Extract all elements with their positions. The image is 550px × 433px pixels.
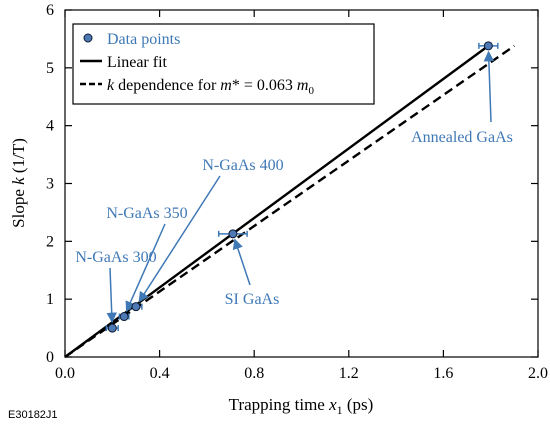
- annotation-label-n-gaas-400: N-GaAs 400: [202, 157, 283, 174]
- annotation-label-annealed-gaas: Annealed GaAs: [411, 129, 513, 146]
- x-tick-labels: 0.0 0.4 0.8 1.2 1.6 2.0: [55, 365, 548, 382]
- legend-box: [72, 23, 375, 105]
- annotation-arrow: [125, 223, 166, 312]
- x-tick-label: 1.2: [339, 365, 359, 382]
- y-tick-label: 1: [46, 291, 54, 308]
- annotations: N-GaAs 300 N-GaAs 350 N-GaAs 400 SI GaAs…: [75, 50, 513, 324]
- data-points: [105, 41, 499, 333]
- annotation-arrow: [483, 50, 495, 123]
- data-point: [131, 302, 141, 312]
- y-tick-label: 0: [46, 349, 54, 366]
- y-tick-label: 3: [46, 176, 54, 193]
- annotation-label-si-gaas: SI GaAs: [225, 291, 280, 308]
- legend: Data points Linear fit k dependence for …: [72, 23, 375, 105]
- annotation-label-n-gaas-350: N-GaAs 350: [106, 205, 187, 222]
- data-point: [107, 323, 117, 333]
- legend-label-k-dependence: k dependence for m* = 0.063 m0: [107, 77, 314, 97]
- x-tick-label: 2.0: [528, 365, 548, 382]
- annotation-arrow: [106, 267, 117, 324]
- x-tick-label: 0.4: [150, 365, 170, 382]
- y-tick-label: 2: [46, 233, 54, 250]
- data-point: [119, 312, 129, 322]
- legend-label-linear-fit: Linear fit: [107, 54, 168, 71]
- legend-label-data-points: Data points: [107, 31, 180, 48]
- x-tick-label: 1.6: [433, 365, 453, 382]
- x-axis-label: Trapping time x1 (ps): [229, 395, 374, 417]
- legend-marker-data-points: [83, 33, 93, 43]
- y-tick-labels: 0 1 2 3 4 5 6: [46, 2, 54, 366]
- data-point: [483, 41, 493, 51]
- figure-id: E30182J1: [8, 409, 58, 421]
- x-tick-label: 0.8: [244, 365, 264, 382]
- annotation-arrow: [138, 175, 221, 303]
- annotation-label-n-gaas-300: N-GaAs 300: [75, 249, 156, 266]
- y-axis-label: Slope k (1/T): [9, 138, 28, 228]
- y-tick-label: 6: [46, 2, 54, 19]
- data-point: [228, 229, 238, 239]
- annotation-arrow: [232, 238, 251, 286]
- y-tick-label: 4: [46, 118, 54, 135]
- x-tick-label: 0.0: [55, 365, 75, 382]
- y-tick-label: 5: [46, 60, 54, 77]
